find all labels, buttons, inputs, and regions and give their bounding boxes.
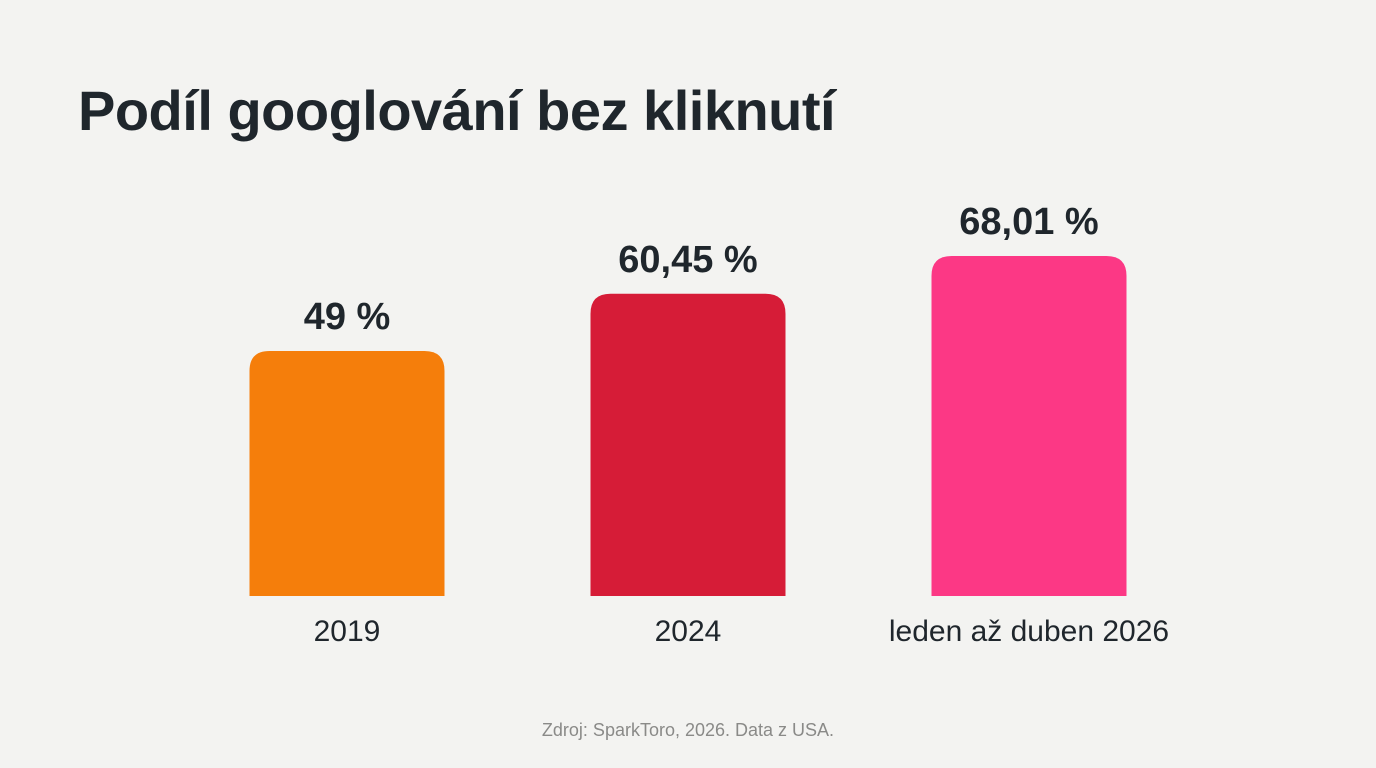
value-label-2: 60,45 % [618, 239, 757, 281]
category-label-3: leden až duben 2026 [889, 615, 1169, 648]
bars-group: 49 % 2019 60,45 % 2024 68,01 % leden až duben… [249, 201, 1169, 648]
bar-2 [590, 293, 786, 596]
bar-3 [931, 255, 1127, 596]
chart-title: Podíl googlování bez kliknutí [78, 79, 836, 142]
bar-1 [249, 351, 445, 596]
category-label-2: 2024 [655, 615, 722, 648]
value-label-1: 49 % [304, 296, 391, 338]
value-label-3: 68,01 % [959, 201, 1098, 243]
source-note: Zdroj: SparkToro, 2026. Data z USA. [541, 720, 835, 740]
category-label-1: 2019 [314, 615, 381, 648]
